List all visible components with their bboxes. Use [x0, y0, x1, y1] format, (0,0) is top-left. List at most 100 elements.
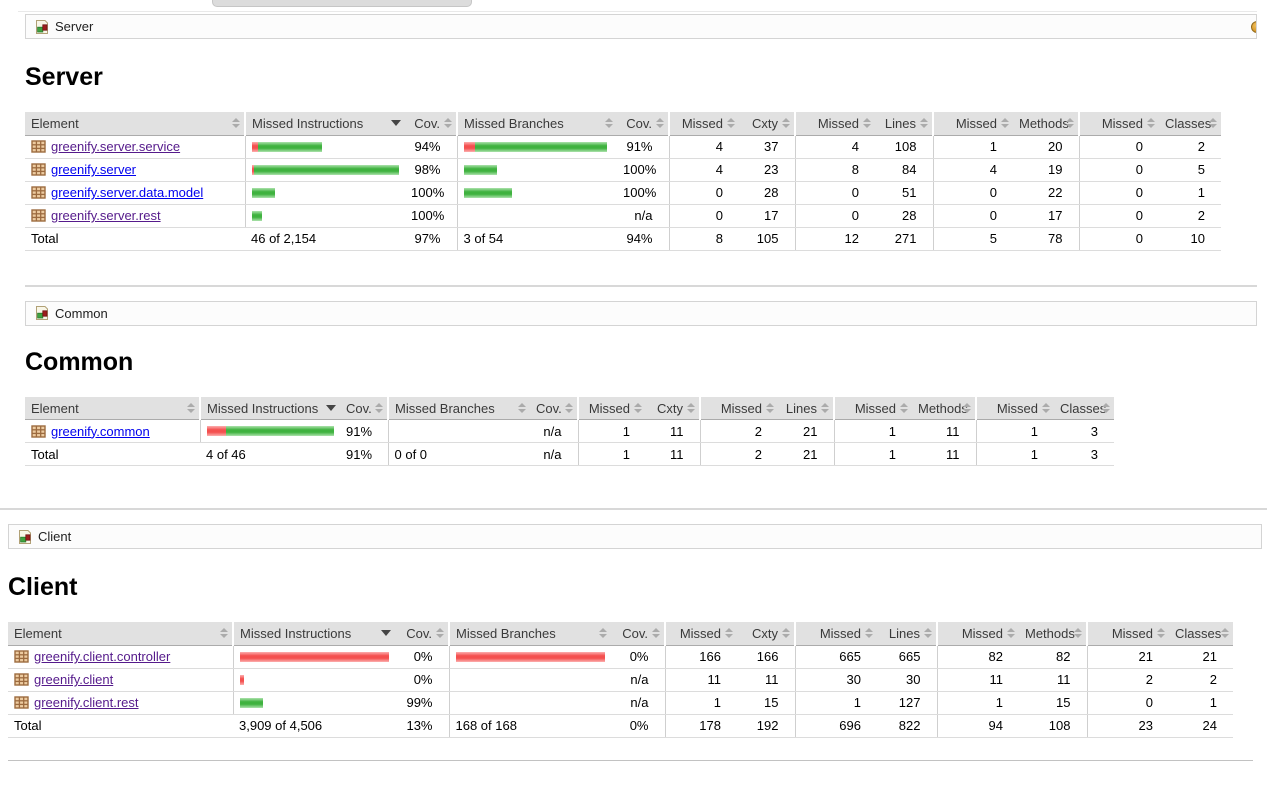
element-cell: greenify.client [8, 668, 233, 691]
package-link[interactable]: greenify.server [51, 162, 136, 177]
column-header-missed-7[interactable]: Missed [795, 622, 877, 645]
column-header-missed-11[interactable]: Missed [1079, 112, 1159, 135]
column-header-missed-5[interactable]: Missed [669, 112, 739, 135]
package-link[interactable]: greenify.common [51, 424, 150, 439]
counter-cell: 1 [933, 135, 1013, 158]
column-header-label: Cov. [622, 626, 648, 641]
column-header-missed-11[interactable]: Missed [976, 397, 1054, 420]
coverage-bar-cell [245, 158, 405, 181]
column-header-missed-7[interactable]: Missed [700, 397, 778, 420]
column-header-missed-branches-3[interactable]: Missed Branches [388, 397, 530, 420]
covered-bar-segment [252, 188, 275, 198]
breadcrumb-item[interactable]: Client [17, 529, 71, 545]
column-header-lines-8[interactable]: Lines [778, 397, 834, 420]
column-header-classes-12[interactable]: Classes [1159, 112, 1221, 135]
counter-cell: 5 [1159, 158, 1221, 181]
coverage-percent-cell: n/a [530, 420, 578, 443]
covered-bar-segment [226, 426, 334, 436]
coverage-bar-cell [200, 420, 340, 443]
counter-cell: 1 [578, 420, 646, 443]
column-header-missed-9[interactable]: Missed [937, 622, 1019, 645]
package-link[interactable]: greenify.client.rest [34, 695, 139, 710]
column-header-missed-branches-3[interactable]: Missed Branches [449, 622, 611, 645]
column-header-missed-instructions-1[interactable]: Missed Instructions [245, 112, 405, 135]
package-link[interactable]: greenify.server.service [51, 139, 180, 154]
column-header-missed-7[interactable]: Missed [795, 112, 875, 135]
counter-cell: 78 [1013, 227, 1079, 250]
package-icon [31, 186, 46, 199]
column-header-cov-2[interactable]: Cov. [405, 112, 457, 135]
counter-cell: 105 [739, 227, 795, 250]
coverage-percent-cell: 98% [405, 158, 457, 181]
column-header-cxty-6[interactable]: Cxty [646, 397, 700, 420]
table-row: greenify.server98%100%42388441905 [25, 158, 1221, 181]
breadcrumb-label[interactable]: Server [55, 19, 93, 34]
counter-cell: 1 [1169, 691, 1233, 714]
counter-cell: 82 [1019, 645, 1087, 668]
column-header-cov-4[interactable]: Cov. [617, 112, 669, 135]
column-header-lines-8[interactable]: Lines [877, 622, 937, 645]
sessions-partial-icon[interactable] [1251, 21, 1256, 34]
column-header-cov-4[interactable]: Cov. [530, 397, 578, 420]
column-header-cxty-6[interactable]: Cxty [737, 622, 795, 645]
sort-desc-icon [381, 630, 391, 636]
column-header-cov-2[interactable]: Cov. [395, 622, 449, 645]
breadcrumb-item[interactable]: Server [34, 19, 93, 35]
column-header-missed-5[interactable]: Missed [665, 622, 737, 645]
column-header-methods-10[interactable]: Methods [1019, 622, 1087, 645]
counter-cell: 0 [1079, 135, 1159, 158]
package-link[interactable]: greenify.server.data.model [51, 185, 203, 200]
counter-cell: 30 [795, 668, 877, 691]
column-header-missed-11[interactable]: Missed [1087, 622, 1169, 645]
column-header-element-0[interactable]: Element [25, 397, 200, 420]
coverage-percent-cell: 0% [611, 714, 665, 737]
counter-cell: 0 [1087, 691, 1169, 714]
package-link[interactable]: greenify.client [34, 672, 113, 687]
column-header-label: Element [14, 626, 62, 641]
coverage-percent-cell: 0% [611, 645, 665, 668]
sort-icon [605, 118, 613, 128]
counter-cell: 0 [1079, 227, 1159, 250]
breadcrumb-label[interactable]: Client [38, 529, 71, 544]
column-header-element-0[interactable]: Element [8, 622, 233, 645]
counter-cell: 0 [1079, 158, 1159, 181]
breadcrumb-label[interactable]: Common [55, 306, 108, 321]
element-cell-content: greenify.server.data.model [31, 185, 239, 200]
package-link[interactable]: greenify.client.controller [34, 649, 170, 664]
element-cell-content: greenify.client.rest [14, 695, 227, 710]
sort-icon [599, 628, 607, 638]
column-header-missed-9[interactable]: Missed [933, 112, 1013, 135]
sort-icon [1221, 628, 1229, 638]
counter-cell: 24 [1169, 714, 1233, 737]
column-header-cov-4[interactable]: Cov. [611, 622, 665, 645]
counter-cell: 0 [1079, 204, 1159, 227]
coverage-percent-cell: 94% [617, 227, 669, 250]
column-header-missed-branches-3[interactable]: Missed Branches [457, 112, 617, 135]
column-header-element-0[interactable]: Element [25, 112, 245, 135]
column-header-label: Methods [1025, 626, 1075, 641]
group-icon [34, 305, 50, 321]
column-header-label: Cxty [657, 401, 683, 416]
column-header-label: Missed [680, 626, 721, 641]
column-header-methods-10[interactable]: Methods [1013, 112, 1079, 135]
total-branches: 3 of 54 [457, 227, 617, 250]
breadcrumb-item[interactable]: Common [34, 305, 108, 321]
column-header-label: Missed [962, 626, 1003, 641]
sort-icon [1157, 628, 1165, 638]
column-header-missed-instructions-1[interactable]: Missed Instructions [200, 397, 340, 420]
column-header-cov-2[interactable]: Cov. [340, 397, 388, 420]
column-header-lines-8[interactable]: Lines [875, 112, 933, 135]
column-header-classes-12[interactable]: Classes [1054, 397, 1114, 420]
package-link[interactable]: greenify.server.rest [51, 208, 161, 223]
column-header-methods-10[interactable]: Methods [912, 397, 976, 420]
column-header-missed-5[interactable]: Missed [578, 397, 646, 420]
column-header-classes-12[interactable]: Classes [1169, 622, 1233, 645]
column-header-missed-9[interactable]: Missed [834, 397, 912, 420]
column-header-missed-instructions-1[interactable]: Missed Instructions [233, 622, 395, 645]
element-cell: greenify.server.service [25, 135, 245, 158]
table-row: greenify.client.controller0%0%1661666656… [8, 645, 1233, 668]
counter-cell: 11 [912, 420, 976, 443]
coverage-section-client: Client Client ElementMissed Instructions… [8, 508, 1262, 738]
sort-icon [187, 403, 195, 413]
column-header-cxty-6[interactable]: Cxty [739, 112, 795, 135]
